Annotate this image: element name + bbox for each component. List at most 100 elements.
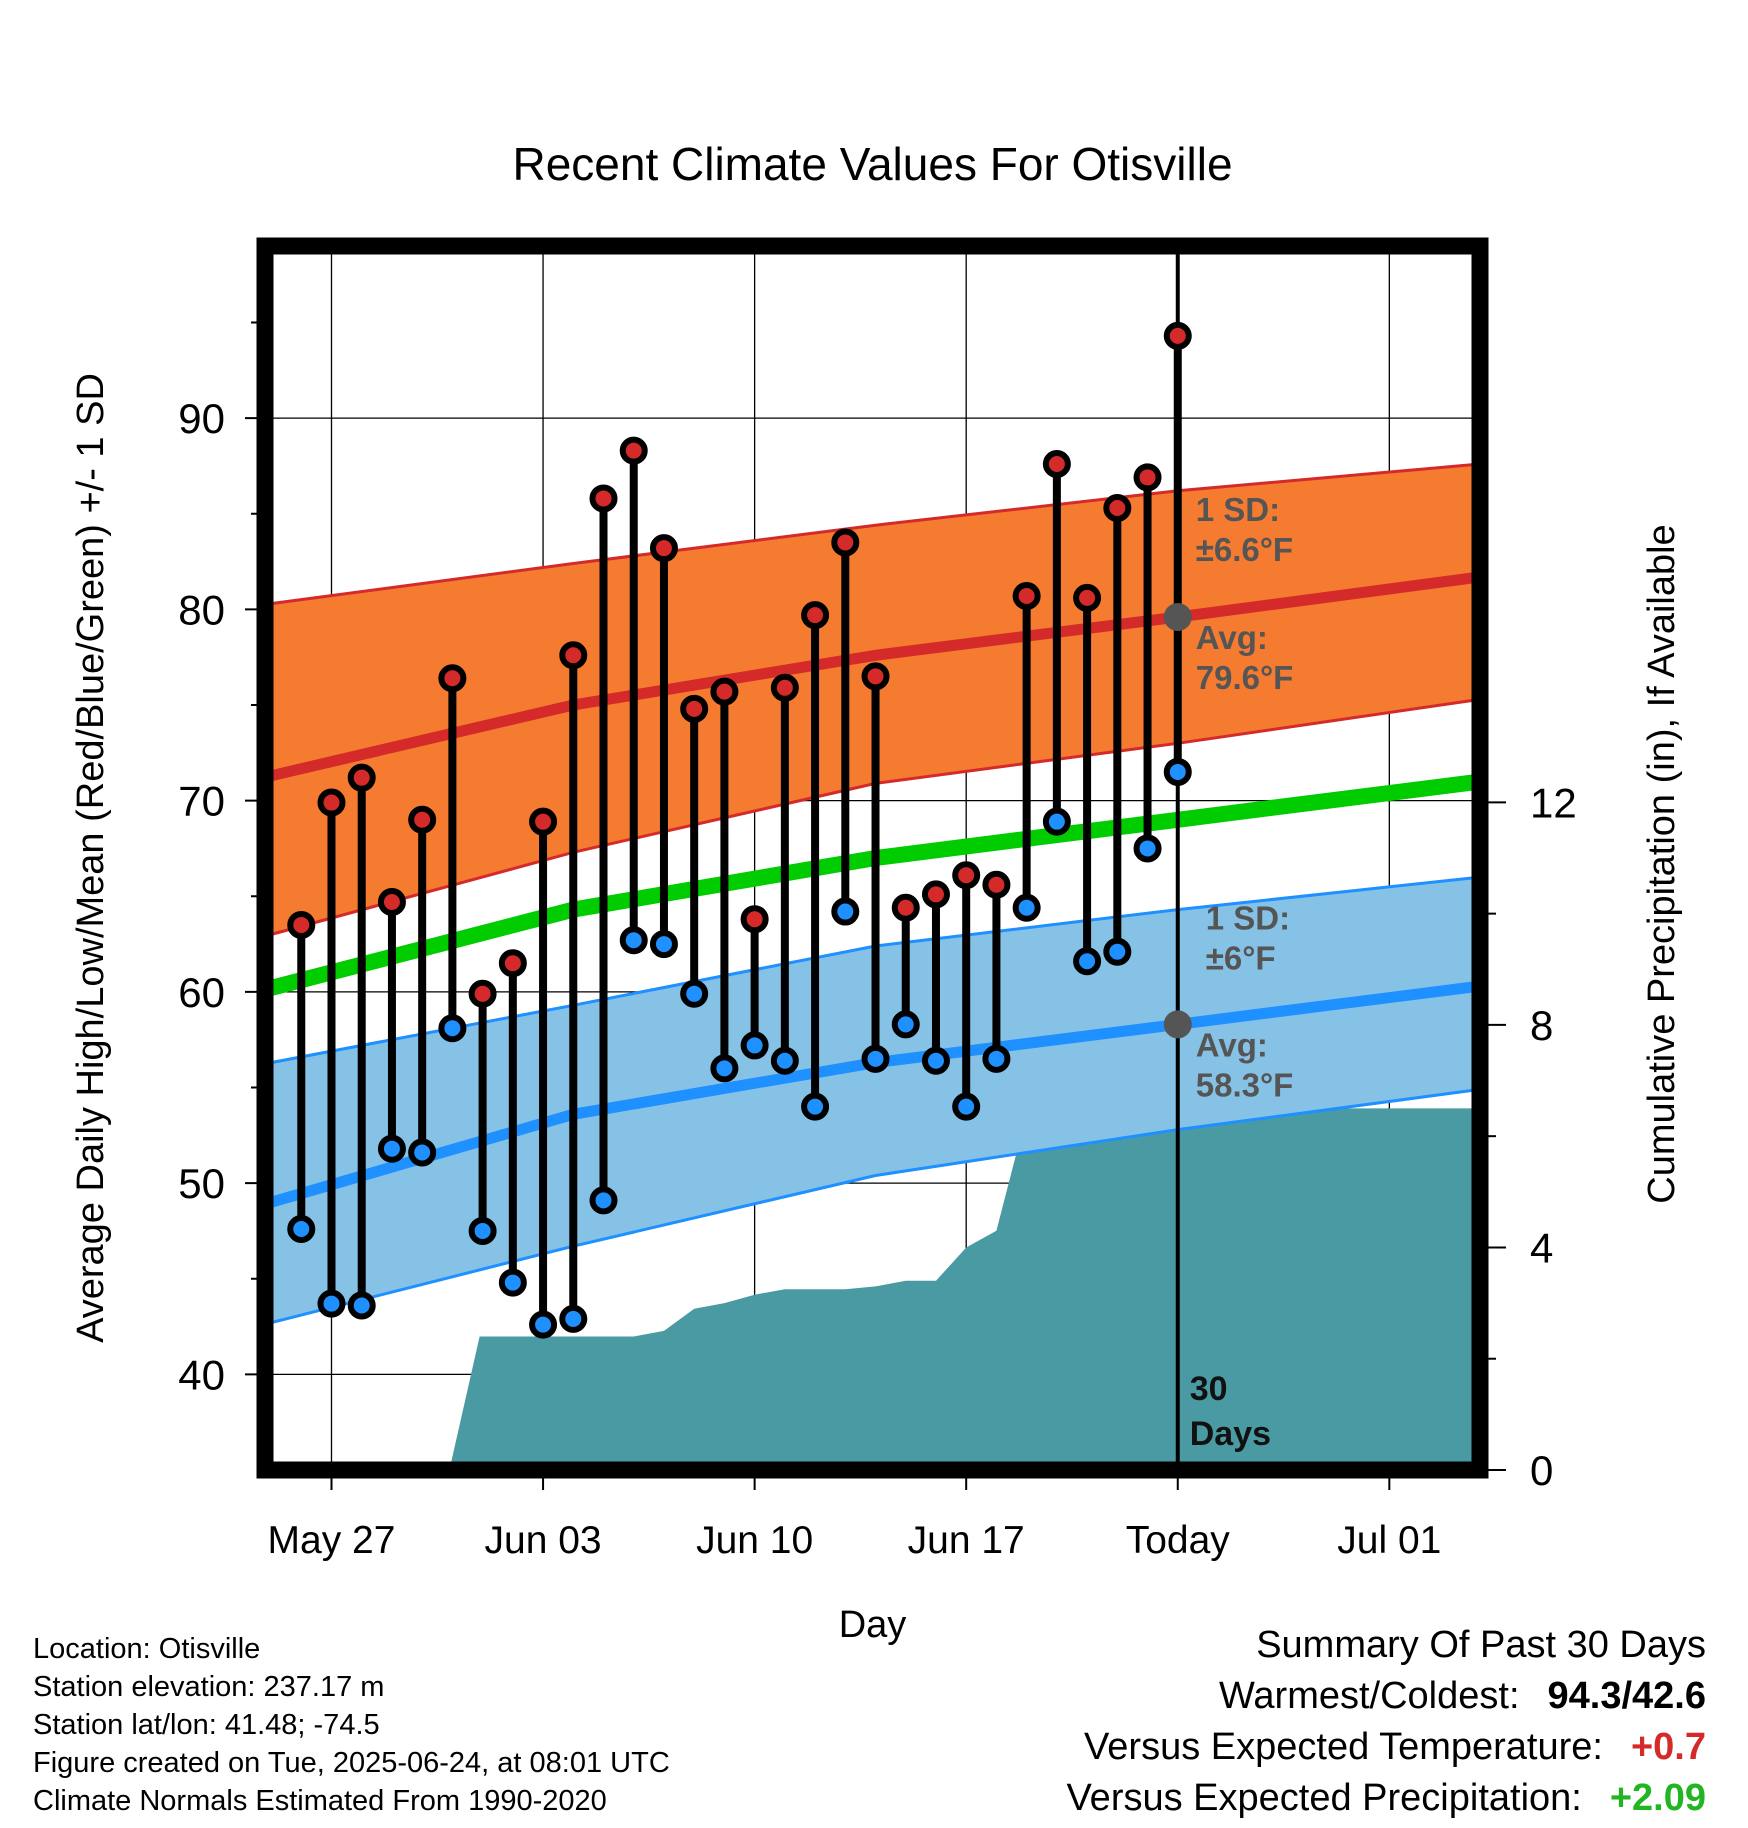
low-temp-point (801, 1092, 830, 1121)
x-tick-label: Jun 03 (485, 1519, 602, 1562)
high-temp-point (1073, 583, 1102, 612)
low-temp-point (619, 926, 648, 955)
today-days-number: 30 (1190, 1370, 1228, 1408)
low-temp-point (649, 930, 678, 959)
high-temp-point (468, 979, 497, 1008)
low-sd-label: 1 SD: (1206, 900, 1290, 937)
created-text: Figure created on Tue, 2025-06-24, at 08… (33, 1747, 670, 1779)
high-temp-point (589, 484, 618, 513)
plot-frame (256, 237, 1489, 1479)
x-tick-label: May 27 (268, 1519, 396, 1562)
low-temp-point (408, 1138, 437, 1167)
low-temp-point (1133, 834, 1162, 863)
summary-temp: Versus Expected Temperature: +0.7 (1066, 1722, 1706, 1773)
latlon-text: Station lat/lon: 41.48; -74.5 (33, 1709, 380, 1741)
low-temp-point (377, 1134, 406, 1163)
high-temp-point (891, 893, 920, 922)
low-temp-point (559, 1304, 588, 1333)
high-temp-point (1103, 494, 1132, 523)
low-avg-label: Avg: (1196, 1026, 1268, 1063)
high-temp-point (559, 641, 588, 670)
summary-heading: Summary Of Past 30 Days (1256, 1624, 1706, 1666)
low-temp-point (438, 1014, 467, 1043)
low-avg-value: 58.3°F (1196, 1066, 1294, 1103)
y2-tick-label: 8 (1530, 1002, 1553, 1049)
high-temp-point (347, 763, 376, 792)
high-avg-label: Avg: (1196, 619, 1268, 656)
today-low-avg-point (1163, 1010, 1192, 1039)
x-tick-label: Today (1126, 1519, 1231, 1562)
low-temp-point (589, 1186, 618, 1215)
x-tick-label: Jun 17 (908, 1519, 1025, 1562)
low-temp-point (1042, 807, 1071, 836)
plot-area (265, 246, 1480, 1470)
y-tick-label: 60 (178, 969, 225, 1016)
summary-warm-cold: Warmest/Coldest: 94.3/42.6 (1066, 1671, 1706, 1722)
high-temp-point (649, 534, 678, 563)
high-temp-point (317, 788, 346, 817)
high-avg-value: 79.6°F (1196, 659, 1294, 696)
y-tick-label: 50 (178, 1160, 225, 1207)
y2-tick-label: 4 (1530, 1224, 1553, 1271)
y-tick-label: 40 (178, 1351, 225, 1398)
high-temp-point (710, 677, 739, 706)
high-temp-point (982, 870, 1011, 899)
high-temp-point (1012, 581, 1041, 610)
low-temp-point (982, 1044, 1011, 1073)
y2-tick-label: 0 (1530, 1447, 1553, 1494)
precip-value: +2.09 (1609, 1777, 1706, 1819)
precip-label: Versus Expected Precipitation: (1066, 1777, 1582, 1819)
low-temp-point (468, 1216, 497, 1245)
high-temp-point (377, 887, 406, 916)
high-normal-line (269, 571, 1480, 782)
low-temp-point (529, 1310, 558, 1339)
low-temp-point (498, 1268, 527, 1297)
low-temp-point (710, 1054, 739, 1083)
high-sd-value: ±6.6°F (1196, 531, 1293, 568)
y2-axis-title: Cumulative Precipitation (in), If Availa… (1641, 524, 1683, 1203)
high-sd-label: 1 SD: (1196, 491, 1280, 528)
low-temp-point (680, 979, 709, 1008)
low-temp-point (952, 1092, 981, 1121)
warm-cold-label: Warmest/Coldest: (1218, 1675, 1520, 1717)
high-temp-point (801, 601, 830, 630)
y2-tick-label: 12 (1530, 779, 1577, 826)
warm-cold-value: 94.3/42.6 (1547, 1675, 1706, 1717)
low-temp-point (1103, 937, 1132, 966)
high-temp-point (498, 949, 527, 978)
low-temp-point (317, 1289, 346, 1318)
high-temp-point (770, 673, 799, 702)
high-temp-point (1042, 450, 1071, 479)
high-temp-point (1163, 321, 1192, 350)
low-temp-point (921, 1046, 950, 1075)
low-temp-point (740, 1031, 769, 1060)
high-temp-point (952, 861, 981, 890)
summary-panel: Summary Of Past 30 Days Warmest/Coldest:… (1066, 1620, 1706, 1824)
high-temp-point (287, 910, 316, 939)
low-temp-point (891, 1010, 920, 1039)
low-temp-point (347, 1291, 376, 1320)
y-tick-label: 70 (178, 778, 225, 825)
y-tick-label: 90 (178, 395, 225, 442)
high-temp-point (529, 807, 558, 836)
high-temp-point (619, 436, 648, 465)
location-text: Location: Otisville (33, 1633, 261, 1665)
normals-text: Climate Normals Estimated From 1990-2020 (33, 1785, 607, 1817)
low-temp-point (1012, 893, 1041, 922)
low-temp-point (831, 897, 860, 926)
high-temp-point (408, 805, 437, 834)
chart-title: Recent Climate Values For Otisville (512, 138, 1232, 190)
summary-precip: Versus Expected Precipitation: +2.09 (1066, 1773, 1706, 1824)
y-tick-label: 80 (178, 586, 225, 633)
high-temp-point (740, 905, 769, 934)
low-temp-point (770, 1046, 799, 1075)
today-high-avg-point (1163, 603, 1192, 632)
precipitation-area (449, 1108, 1480, 1470)
x-axis-title: Day (839, 1604, 907, 1646)
high-temp-point (680, 694, 709, 723)
temp-label: Versus Expected Temperature: (1084, 1726, 1603, 1768)
high-temp-point (831, 528, 860, 557)
y-axis-title: Average Daily High/Low/Mean (Red/Blue/Gr… (70, 373, 112, 1343)
low-temp-point (861, 1044, 890, 1073)
